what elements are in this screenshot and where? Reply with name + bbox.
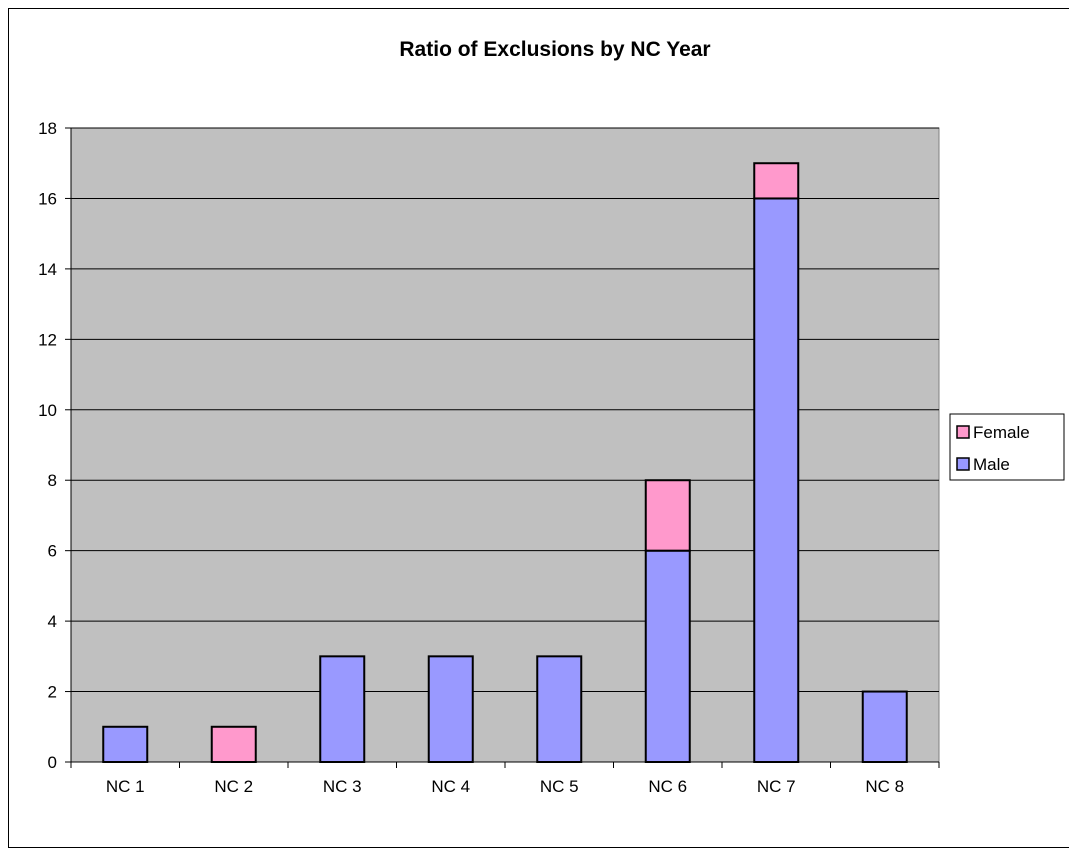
x-tick-label: NC 6 [648,777,687,796]
y-tick-label: 18 [38,119,57,138]
legend-label-male: Male [973,455,1010,474]
legend-label-female: Female [973,423,1030,442]
bar-male [427,655,474,763]
legend-swatch-female [956,425,970,439]
legend-swatch-male [956,457,970,471]
y-tick-label: 14 [38,260,57,279]
bar-male [102,725,149,763]
y-tick-label: 0 [48,753,57,772]
bar-male [861,690,908,763]
x-tick-label: NC 3 [323,777,362,796]
y-tick-label: 4 [48,612,57,631]
plot-area [70,127,940,763]
axes: 0 2 4 6 8 10 12 14 16 18 NC 1 NC 2 NC 3 NC 4 NC 5 NC 6 N… [38,119,940,796]
x-tick-label: NC 2 [214,777,253,796]
chart: Ratio of Exclusions by NC Year 0 2 4 6 8 10 12… [38,38,1065,796]
bar-female [753,162,800,200]
bar-male [536,655,583,763]
bar-male [319,655,366,763]
y-tick-label: 8 [48,471,57,490]
x-tick-label: NC 4 [431,777,470,796]
y-tick-label: 12 [38,330,57,349]
x-tick-label: NC 1 [106,777,145,796]
legend: Female Male [949,413,1065,481]
x-tick-label: NC 8 [865,777,904,796]
y-tick-label: 2 [48,683,57,702]
bar-male [644,549,691,764]
chart-title: Ratio of Exclusions by NC Year [399,38,710,61]
x-tick-label: NC 5 [540,777,579,796]
x-tick-label: NC 7 [757,777,796,796]
y-tick-label: 16 [38,189,57,208]
bar-female [644,479,691,552]
y-tick-label: 6 [48,542,57,561]
bar-male [753,197,800,763]
y-tick-label: 10 [38,401,57,420]
bar-female [210,725,257,763]
